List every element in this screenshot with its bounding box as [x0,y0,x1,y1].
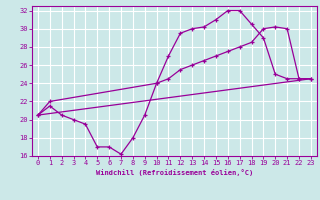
X-axis label: Windchill (Refroidissement éolien,°C): Windchill (Refroidissement éolien,°C) [96,169,253,176]
